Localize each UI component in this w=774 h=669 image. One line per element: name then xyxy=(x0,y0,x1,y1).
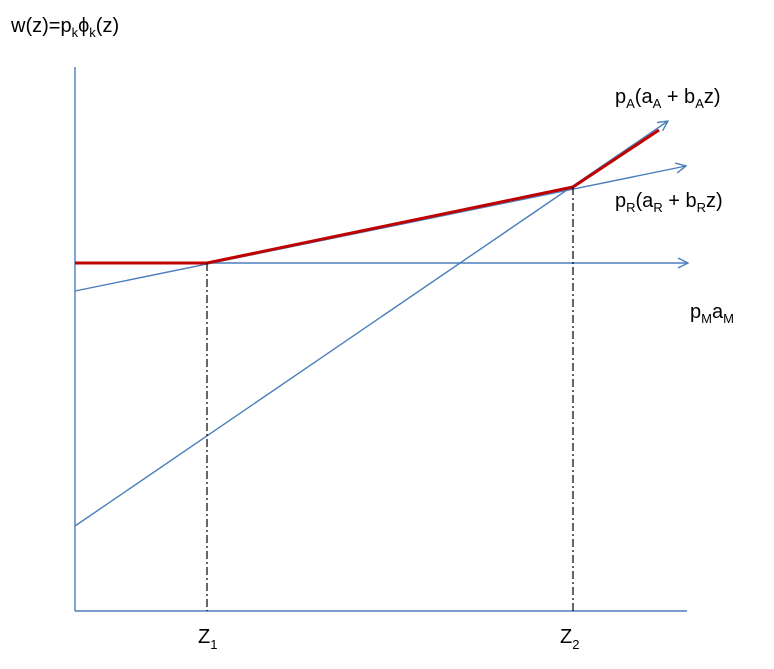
wage-envelope xyxy=(75,128,660,265)
retail-label: pR(aR + bRz) xyxy=(615,190,723,215)
z1-tick-label: Z1 xyxy=(198,626,217,652)
y-axis-label: w(z)=pkϕk(z) xyxy=(10,15,119,40)
z2-tick-label: Z2 xyxy=(560,626,579,652)
agriculture-label: pA(aA + bAz) xyxy=(615,86,721,111)
manufacturing-label: pMaM xyxy=(690,301,734,326)
